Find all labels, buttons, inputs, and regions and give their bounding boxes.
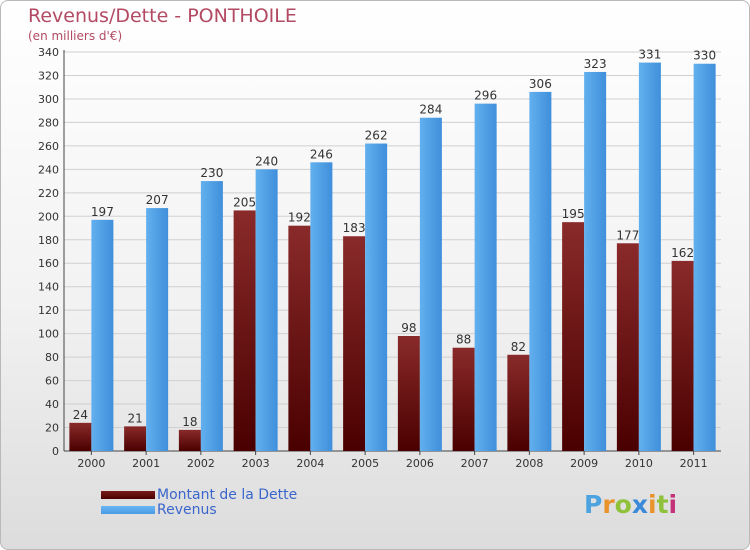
logo-letter: x (631, 490, 648, 519)
bar-revenue (310, 162, 333, 451)
chart-subtitle: (en milliers d'€) (28, 29, 123, 43)
logo-letter: i (668, 490, 678, 519)
logo-letter: P (584, 490, 603, 519)
proxiti-logo: Proxiti (584, 490, 677, 519)
data-label-revenue: 330 (693, 49, 716, 63)
data-label-revenue: 323 (584, 57, 607, 71)
bar-debt (288, 225, 311, 451)
data-label-revenue: 262 (365, 129, 388, 143)
bar-revenue (693, 63, 716, 452)
y-tick-label: 140 (38, 281, 59, 294)
data-label-debt: 162 (671, 246, 694, 260)
data-label-debt: 205 (233, 195, 256, 209)
y-tick-label: 180 (38, 234, 59, 247)
data-label-debt: 21 (127, 411, 142, 425)
y-tick-label: 60 (45, 375, 59, 388)
bar-debt (233, 210, 256, 451)
x-tick-label: 2009 (570, 457, 598, 470)
bar-debt (397, 335, 420, 451)
y-tick-label: 340 (38, 46, 59, 59)
y-tick-label: 220 (38, 187, 59, 200)
logo-letter: r (602, 490, 615, 519)
x-tick-label: 2006 (406, 457, 434, 470)
data-label-debt: 18 (182, 415, 197, 429)
data-label-debt: 88 (456, 333, 471, 347)
bar-debt (124, 426, 147, 451)
data-label-revenue: 296 (474, 89, 497, 103)
data-label-revenue: 246 (310, 147, 333, 161)
bar-revenue (200, 181, 223, 451)
x-tick-label: 2002 (187, 457, 215, 470)
data-label-debt: 195 (562, 207, 585, 221)
x-tick-label: 2005 (351, 457, 379, 470)
data-label-debt: 98 (401, 321, 416, 335)
data-label-debt: 183 (343, 221, 366, 235)
bar-debt (562, 222, 585, 451)
bar-debt (69, 422, 92, 451)
bar-debt (616, 243, 639, 451)
legend-label-debt: Montant de la Dette (157, 486, 298, 503)
y-tick-label: 300 (38, 93, 59, 106)
bar-debt (178, 429, 201, 451)
bar-debt (452, 347, 475, 451)
legend-item-debt: Montant de la Dette (101, 486, 298, 503)
x-tick-label: 2004 (296, 457, 324, 470)
bar-revenue (474, 103, 497, 452)
y-tick-label: 100 (38, 328, 59, 341)
bar-revenue (584, 71, 607, 451)
legend-swatch-revenue (101, 505, 155, 514)
y-tick-label: 160 (38, 257, 59, 270)
x-tick-label: 2003 (242, 457, 270, 470)
bar-revenue (419, 117, 442, 451)
chart-title: Revenus/Dette - PONTHOILE (28, 5, 297, 27)
logo-letter: t (656, 490, 669, 519)
data-label-revenue: 207 (146, 193, 169, 207)
x-tick-label: 2011 (680, 457, 708, 470)
bar-debt (671, 260, 694, 451)
y-tick-label: 20 (45, 422, 59, 435)
bar-revenue (146, 208, 169, 451)
legend-label-revenue: Revenus (157, 501, 217, 518)
data-label-debt: 177 (616, 228, 639, 242)
legend-swatch-debt (101, 490, 155, 499)
legend: Montant de la Dette Revenus (101, 486, 298, 518)
bar-revenue (255, 169, 278, 451)
bar-debt (507, 354, 530, 451)
data-label-revenue: 306 (529, 77, 552, 91)
data-label-revenue: 230 (200, 166, 223, 180)
data-label-revenue: 331 (638, 48, 661, 62)
y-tick-label: 200 (38, 210, 59, 223)
data-label-debt: 24 (73, 408, 88, 422)
bar-revenue (529, 91, 552, 452)
data-label-debt: 82 (511, 340, 526, 354)
x-tick-label: 2010 (625, 457, 653, 470)
bar-revenue (638, 62, 661, 451)
x-tick-label: 2000 (77, 457, 105, 470)
y-tick-label: 0 (52, 445, 59, 458)
logo-letter: o (614, 490, 632, 519)
x-tick-label: 2001 (132, 457, 160, 470)
data-label-revenue: 284 (419, 103, 442, 117)
y-tick-label: 120 (38, 304, 59, 317)
y-tick-label: 260 (38, 140, 59, 153)
x-tick-label: 2008 (515, 457, 543, 470)
x-tick-label: 2007 (461, 457, 489, 470)
y-tick-label: 80 (45, 351, 59, 364)
y-tick-label: 40 (45, 398, 59, 411)
y-tick-label: 320 (38, 69, 59, 82)
bar-revenue (365, 143, 388, 452)
logo-letter: i (648, 490, 657, 519)
legend-item-revenue: Revenus (101, 501, 297, 518)
data-label-debt: 192 (288, 211, 311, 225)
bar-debt (343, 236, 366, 451)
bar-revenue (91, 219, 114, 451)
data-label-revenue: 240 (255, 154, 278, 168)
y-tick-label: 280 (38, 116, 59, 129)
y-tick-label: 240 (38, 163, 59, 176)
data-label-revenue: 197 (91, 205, 114, 219)
